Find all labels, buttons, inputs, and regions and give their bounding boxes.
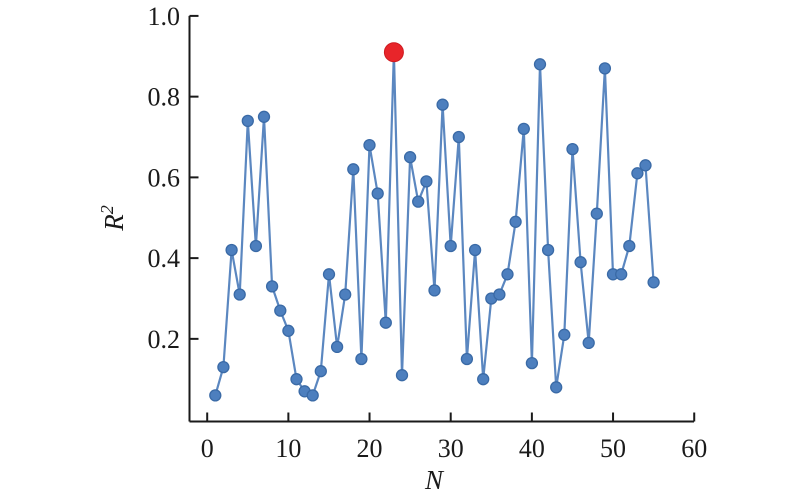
data-point <box>314 365 327 378</box>
data-point <box>217 360 230 374</box>
data-point <box>265 280 279 293</box>
data-point <box>444 239 457 253</box>
data-point <box>355 352 368 366</box>
data-point <box>363 138 376 152</box>
data-point <box>371 187 384 200</box>
data-point <box>509 215 522 228</box>
data-point <box>339 288 352 301</box>
highlight-point <box>383 42 404 63</box>
data-point <box>533 58 547 71</box>
y-tick-label: 0.6 <box>148 163 181 192</box>
y-tick-label: 0.8 <box>148 83 181 112</box>
data-point <box>468 243 482 257</box>
data-point <box>639 159 652 172</box>
data-point <box>558 328 571 341</box>
data-point <box>412 195 425 208</box>
data-point <box>436 98 449 111</box>
data-point <box>420 175 433 188</box>
data-point <box>631 167 644 180</box>
data-point <box>452 130 465 144</box>
y-axis-label: R2 <box>97 205 129 232</box>
data-point <box>209 389 222 402</box>
data-point <box>598 62 612 75</box>
x-axis-label: N <box>424 465 445 495</box>
data-point <box>282 324 295 337</box>
x-tick-label: 60 <box>681 434 707 463</box>
data-point <box>460 352 474 366</box>
data-point <box>347 163 360 176</box>
data-point <box>330 340 344 354</box>
data-point <box>274 304 287 317</box>
highlight-point-group <box>383 42 404 63</box>
y-tick-label: 0.2 <box>148 325 181 354</box>
x-axis: 0 10 20 30 40 50 60 <box>189 412 707 463</box>
data-point <box>257 110 271 123</box>
y-tick-label: 1.0 <box>148 2 181 31</box>
data-point <box>615 268 628 281</box>
x-tick-label: 0 <box>201 434 214 463</box>
data-point <box>403 151 417 164</box>
data-point <box>590 207 603 220</box>
data-point <box>574 256 587 269</box>
data-point <box>566 142 579 156</box>
data-point <box>322 268 336 281</box>
data-point <box>306 389 319 402</box>
data-point <box>647 276 660 289</box>
data-point <box>290 373 303 386</box>
x-tick-label: 50 <box>600 434 626 463</box>
data-point <box>501 268 514 281</box>
data-point <box>517 122 530 136</box>
data-point <box>241 114 254 128</box>
x-tick-label: 30 <box>438 434 464 463</box>
data-point <box>233 288 246 301</box>
data-point <box>225 243 238 257</box>
y-tick-label: 0.4 <box>148 244 181 273</box>
data-point <box>379 316 392 329</box>
data-point <box>525 356 539 370</box>
data-point <box>428 284 441 297</box>
data-point <box>550 381 563 394</box>
x-tick-label: 40 <box>519 434 545 463</box>
data-point <box>582 336 595 350</box>
data-point <box>395 369 409 382</box>
data-point <box>249 239 263 253</box>
data-point <box>477 373 490 386</box>
x-tick-label: 20 <box>357 434 383 463</box>
data-point <box>541 243 555 257</box>
y-axis: 0.2 0.4 0.6 0.8 1.0 <box>148 2 199 422</box>
data-point <box>623 239 636 253</box>
x-tick-label: 10 <box>275 434 301 463</box>
data-point <box>493 288 506 301</box>
data-series <box>209 46 660 402</box>
